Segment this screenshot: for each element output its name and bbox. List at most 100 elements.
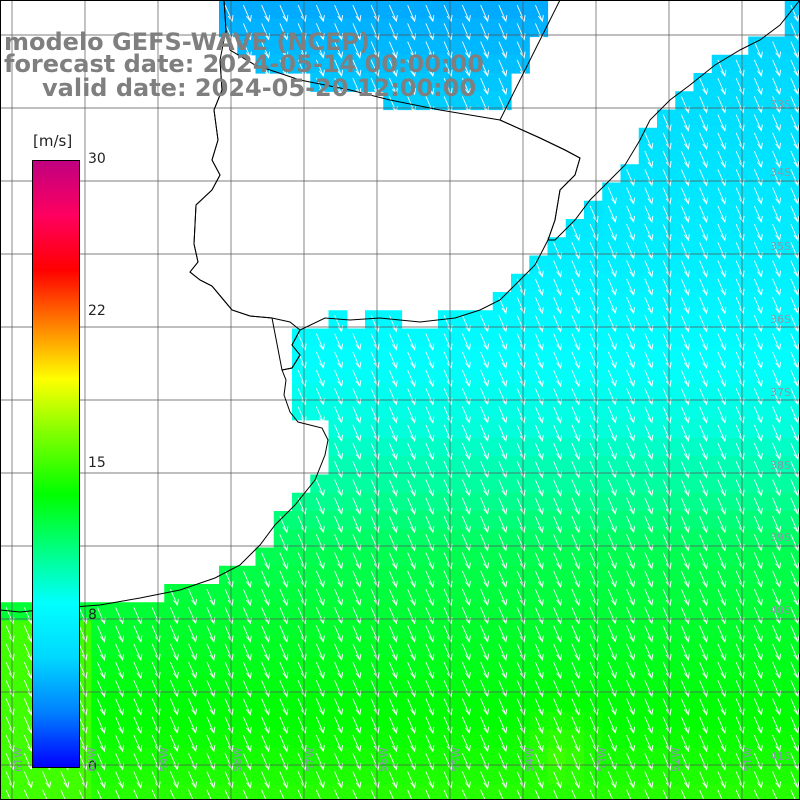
wind-cell	[182, 711, 202, 731]
wind-arrow	[96, 643, 106, 661]
wind-cell	[438, 54, 457, 74]
wind-cell	[146, 784, 165, 800]
wind-cell	[401, 766, 421, 786]
wind-arrow	[261, 552, 271, 570]
wind-cell	[675, 711, 695, 731]
wind-cell	[638, 474, 658, 494]
wind-cell	[766, 200, 786, 220]
wind-arrow	[461, 661, 471, 680]
wind-cell	[511, 346, 530, 366]
wind-arrow	[407, 771, 417, 789]
wind-cell	[657, 730, 676, 749]
wind-cell	[365, 711, 384, 731]
wind-cell	[492, 675, 512, 695]
wind-arrow	[790, 515, 800, 534]
wind-arrow	[607, 333, 617, 351]
wind-arrow	[133, 716, 143, 734]
wind-cell	[365, 456, 384, 476]
wind-cell	[511, 584, 530, 603]
wind-arrow	[717, 552, 727, 570]
wind-cell	[730, 565, 749, 585]
wind-arrow	[534, 442, 544, 461]
wind-cell	[91, 657, 111, 676]
wind-cell	[693, 346, 713, 366]
wind-cell	[383, 675, 403, 695]
wind-cell	[164, 675, 184, 695]
wind-arrow	[480, 698, 490, 716]
wind-arrow	[279, 771, 289, 789]
wind-cell	[529, 620, 549, 640]
wind-cell	[401, 383, 421, 403]
wind-cell	[657, 200, 676, 220]
wind-cell	[292, 638, 311, 658]
wind-cell	[273, 748, 293, 768]
wind-cell	[565, 328, 585, 348]
wind-arrow	[388, 534, 398, 552]
wind-cell	[547, 730, 567, 749]
wind-cell	[584, 657, 603, 676]
wind-arrow	[699, 369, 709, 388]
wind-cell	[638, 711, 658, 731]
wind-cell	[310, 693, 330, 713]
wind-arrow	[388, 643, 398, 661]
wind-cell	[419, 547, 439, 567]
wind-cell	[584, 346, 603, 366]
wind-arrow	[772, 278, 782, 296]
wind-arrow	[717, 461, 727, 479]
wind-cell	[565, 620, 585, 640]
wind-arrow	[352, 406, 362, 424]
wind-cell	[529, 711, 549, 731]
wind-cell	[492, 346, 512, 366]
wind-cell	[164, 693, 184, 713]
wind-arrow	[480, 771, 490, 789]
wind-cell	[748, 91, 768, 111]
wind-cell	[438, 784, 457, 800]
wind-arrow	[644, 369, 654, 388]
wind-cell	[547, 255, 567, 275]
wind-arrow	[115, 789, 125, 800]
wind-cell	[365, 657, 384, 676]
wind-arrow	[480, 4, 490, 23]
wind-arrow	[626, 479, 636, 497]
wind-arrow	[753, 607, 763, 625]
wind-cell	[328, 438, 348, 457]
wind-cell	[492, 383, 512, 403]
wind-arrow	[407, 41, 417, 59]
wind-arrow	[790, 296, 800, 315]
wind-arrow	[334, 515, 344, 534]
wind-cell	[711, 474, 731, 494]
wind-cell	[365, 748, 384, 768]
wind-cell	[657, 164, 676, 184]
wind-cell	[310, 748, 330, 768]
wind-cell	[730, 766, 749, 786]
wind-arrow	[407, 515, 417, 534]
wind-cell	[310, 36, 330, 56]
wind-arrow	[644, 607, 654, 625]
wind-arrow	[699, 223, 709, 242]
wind-cell	[675, 109, 695, 129]
wind-arrow	[680, 223, 690, 242]
wind-arrow	[699, 333, 709, 351]
wind-arrow	[370, 789, 380, 800]
wind-cell	[730, 584, 749, 603]
wind-arrow	[790, 96, 800, 114]
wind-arrow	[607, 789, 617, 800]
wind-cell	[273, 693, 293, 713]
wind-cell	[237, 675, 257, 695]
wind-cell	[766, 784, 786, 800]
wind-cell	[401, 529, 421, 549]
wind-arrow	[461, 570, 471, 588]
wind-arrow	[352, 771, 362, 789]
wind-cell	[766, 91, 786, 111]
wind-cell	[401, 565, 421, 585]
wind-arrow	[498, 771, 508, 789]
wind-cell	[419, 675, 439, 695]
wind-cell	[200, 638, 220, 658]
wind-cell	[766, 748, 786, 768]
wind-cell	[584, 584, 603, 603]
wind-cell	[766, 456, 786, 476]
wind-cell	[584, 675, 603, 695]
wind-cell	[638, 237, 658, 257]
wind-cell	[492, 419, 512, 439]
wind-arrow	[571, 242, 581, 260]
